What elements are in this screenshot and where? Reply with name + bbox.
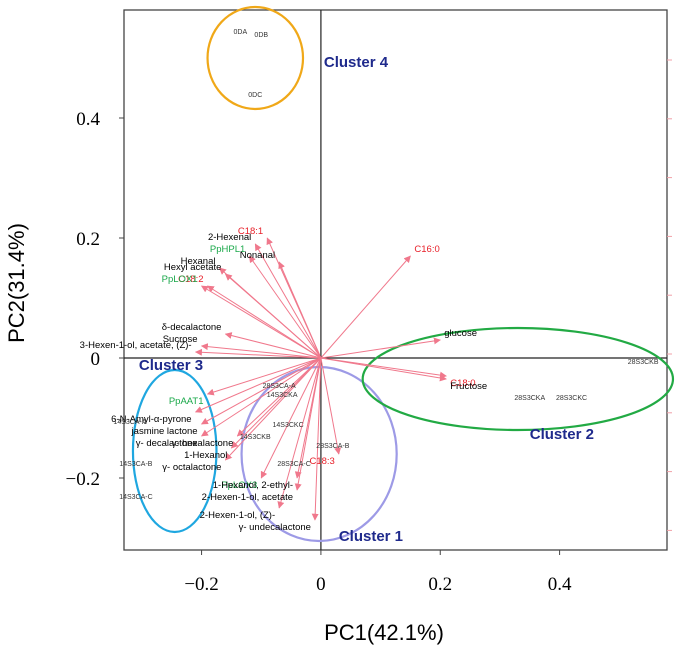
variable-label: jasmine lactone [131,426,198,437]
loading-arrow [206,285,322,359]
variable-label: Nonanal [240,250,275,261]
variable-label: 1-Hexanol [184,450,227,461]
loading-arrow [224,357,322,461]
loading-arrow [194,348,321,359]
sample-label: 14S3CKA [267,392,298,399]
sample-label: 0DA [234,29,248,36]
variable-label: C18:3 [309,456,334,467]
cluster-ellipse [206,5,305,111]
variable-label: Hexyl acetate [164,262,222,273]
x-tick-label: 0.2 [428,574,452,595]
loading-arrow [224,273,322,359]
loading-arrow [320,357,447,382]
loading-arrows [194,237,447,521]
y-tick-label: −0.2 [66,469,100,490]
sample-label: 14S3CKC [273,422,304,429]
variable-label: PpLOX3 [221,480,257,491]
variable-label: 2-Hexenal [208,232,251,243]
loading-arrow [224,332,322,359]
variable-label: C18:0 [450,378,475,389]
loading-arrow [230,357,322,449]
variable-label: γ- undecalactone [239,522,311,533]
x-axis-ticks: −0.2 0 0.2 0.4 [184,550,572,595]
variable-label: 2-Hexen-1-ol, acetate [202,492,293,503]
loading-arrow [194,357,322,413]
sample-label: 28S3CA-C [277,461,310,468]
sample-label: 14S3CA-C [119,494,152,501]
loading-arrow [236,357,322,437]
sample-label: 14S3CKB [240,434,271,441]
sample-label: 28S3CA-B [316,443,349,450]
loading-arrow [200,357,322,437]
sample-label: 0DC [248,92,262,99]
variable-label: C18:1 [238,226,263,237]
variable-label: Sucrose [163,334,198,345]
variable-label: C18:2 [178,274,203,285]
sample-label: 14S3CA-A [113,419,146,426]
sample-label: 28S3CA-A [263,383,296,390]
variable-label: Hexanal [181,256,216,267]
variable-label: PpHPL1 [210,244,245,255]
cluster-ellipse [361,326,675,432]
loading-arrow [260,357,322,479]
y-axis-title: PC2(31.4%) [4,223,29,343]
variable-label: PpLOX1 [162,274,198,285]
x-tick-label: 0 [316,574,326,595]
loading-arrow [311,357,322,521]
sample-label: 28S3CKA [514,395,545,402]
loading-arrow [277,357,322,509]
right-edge-ticks [667,59,672,531]
loading-arrow [320,255,411,359]
y-tick-label: 0.4 [76,109,100,130]
loading-arrow [320,357,342,455]
variable-label: 3-Hexen-1-ol, acetate, (Z)- [80,340,192,351]
cluster-ellipse [131,368,218,534]
cluster-labels: Cluster 1 Cluster 2 Cluster 3 Cluster 4 [139,54,594,545]
loading-arrow [294,357,322,491]
variable-label: 2-Hexen-1-ol, (Z)- [200,510,276,521]
sample-label: 14S3CA-B [119,461,152,468]
loading-arrow [200,343,321,359]
variable-label: glucose [444,328,477,339]
x-tick-label: −0.2 [184,574,218,595]
variable-label: 6-N-Amyl-α-pyrone [111,414,191,425]
loading-arrow [200,357,322,425]
variable-label: PpAAT1 [169,396,204,407]
x-tick-label: 0.4 [548,574,572,595]
sample-label: 28S3CKC [556,395,587,402]
cluster-label: Cluster 2 [530,426,594,443]
variable-label: γ- octalactone [162,462,221,473]
cluster-label: Cluster 1 [339,528,403,545]
variable-label: Fructose [450,381,487,392]
variable-label: 1-Hexanol, 2-ethyl- [213,480,293,491]
cluster-label: Cluster 3 [139,357,203,374]
y-axis-ticks: −0.2 0 0.2 0.4 [66,109,124,490]
loading-arrow [248,255,322,359]
loading-arrow [320,337,441,359]
variable-label: C16:0 [414,244,439,255]
zero-reference-lines [124,10,667,550]
cluster-label: Cluster 4 [324,54,389,71]
sample-label: 28S3CKB [628,359,659,366]
plot-frame [123,9,668,551]
loading-arrow [200,285,322,359]
sample-labels: 0DA 0DB 0DC 28S3CKB 28S3CKA 28S3CKC 28S3CA-A 14… [113,29,658,501]
loading-arrow [278,261,322,359]
variable-label: γ- hexalactone [172,438,234,449]
variable-label: γ- decalactone [136,438,198,449]
y-tick-label: 0 [91,349,101,370]
y-tick-label: 0.2 [76,229,100,250]
variable-label: δ-decalactone [162,322,222,333]
loading-arrow [254,243,322,359]
loading-arrow [206,357,322,396]
x-axis-title: PC1(42.1%) [324,620,444,645]
sample-label: 0DB [254,32,268,39]
